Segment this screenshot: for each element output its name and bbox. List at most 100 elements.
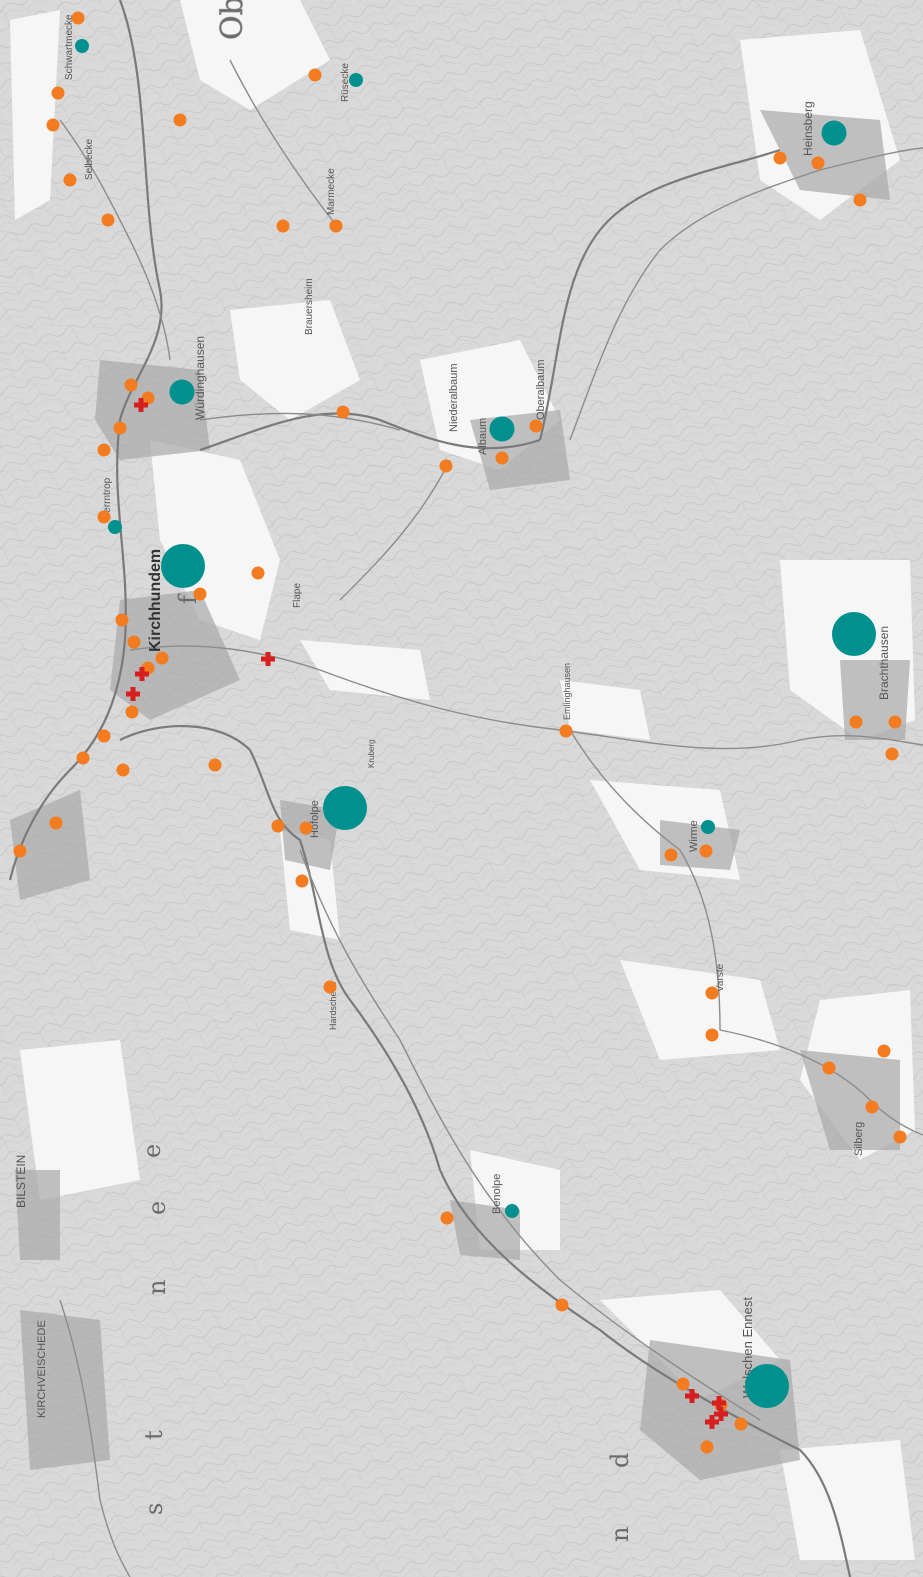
orange-marker[interactable] <box>141 661 155 675</box>
orange-marker[interactable] <box>885 747 899 761</box>
orange-marker[interactable] <box>308 68 322 82</box>
orange-marker[interactable] <box>49 816 63 830</box>
orange-marker[interactable] <box>877 1044 891 1058</box>
orange-marker[interactable] <box>193 587 207 601</box>
red-cross-marker[interactable] <box>705 1415 719 1429</box>
region-letter: n <box>606 1527 634 1542</box>
orange-marker[interactable] <box>125 705 139 719</box>
place-label-herrntrop: Herrntrop <box>102 477 113 520</box>
orange-marker[interactable] <box>822 1061 836 1075</box>
orange-marker[interactable] <box>276 219 290 233</box>
place-label-heinsberg: Heinsberg <box>801 101 815 156</box>
place-label-wurdinghausen: Würdinghausen <box>193 336 207 420</box>
orange-marker[interactable] <box>495 451 509 465</box>
place-label-brachthausen: Brachthausen <box>877 626 891 700</box>
orange-marker[interactable] <box>97 729 111 743</box>
red-cross-marker[interactable] <box>712 1396 726 1410</box>
teal-marker-small[interactable] <box>701 820 715 834</box>
orange-marker[interactable] <box>101 213 115 227</box>
place-label-hardschede: Hardschede <box>328 981 338 1030</box>
orange-marker[interactable] <box>329 219 343 233</box>
place-label-kirchhundem: Kirchhundem <box>147 549 164 652</box>
orange-marker[interactable] <box>115 613 129 627</box>
orange-marker[interactable] <box>559 724 573 738</box>
orange-marker[interactable] <box>295 874 309 888</box>
partial-place-label-top: Obe <box>215 0 250 40</box>
orange-marker[interactable] <box>116 763 130 777</box>
place-label-marmecke: Marmecke <box>326 168 337 215</box>
teal-marker-small[interactable] <box>75 39 89 53</box>
orange-marker[interactable] <box>811 156 825 170</box>
orange-marker[interactable] <box>63 173 77 187</box>
orange-marker[interactable] <box>705 1028 719 1042</box>
orange-marker[interactable] <box>888 715 902 729</box>
orange-marker[interactable] <box>97 510 111 524</box>
red-cross-marker[interactable] <box>261 652 275 666</box>
orange-marker[interactable] <box>113 421 127 435</box>
orange-marker[interactable] <box>664 848 678 862</box>
orange-marker[interactable] <box>555 1298 569 1312</box>
region-letter: t <box>140 1430 168 1440</box>
region-letters: e n e s t d n f <box>138 593 634 1542</box>
orange-marker[interactable] <box>439 459 453 473</box>
teal-marker-medium[interactable] <box>489 416 515 442</box>
orange-marker[interactable] <box>734 1417 748 1431</box>
teal-marker-medium[interactable] <box>821 120 847 146</box>
teal-marker-small[interactable] <box>505 1204 519 1218</box>
orange-marker[interactable] <box>173 113 187 127</box>
orange-marker[interactable] <box>700 1440 714 1454</box>
orange-marker[interactable] <box>893 1130 907 1144</box>
red-cross-marker[interactable] <box>134 398 148 412</box>
orange-marker[interactable] <box>124 378 138 392</box>
place-label-oberalbaum: Oberalbaum <box>535 359 547 420</box>
orange-marker[interactable] <box>71 11 85 25</box>
place-label-rusecke: Rüsecke <box>340 63 351 102</box>
teal-marker-small[interactable] <box>349 73 363 87</box>
orange-marker[interactable] <box>13 844 27 858</box>
orange-marker[interactable] <box>76 751 90 765</box>
teal-marker-small[interactable] <box>108 520 122 534</box>
orange-marker[interactable] <box>141 391 155 405</box>
orange-marker[interactable] <box>773 151 787 165</box>
teal-marker-large[interactable] <box>323 786 367 830</box>
region-letter: e <box>138 1144 166 1158</box>
orange-marker[interactable] <box>699 844 713 858</box>
orange-marker[interactable] <box>676 1377 690 1391</box>
region-letter: s <box>140 1503 168 1515</box>
orange-marker[interactable] <box>127 635 141 649</box>
teal-marker-medium[interactable] <box>169 379 195 405</box>
orange-marker[interactable] <box>271 819 285 833</box>
orange-marker[interactable] <box>440 1211 454 1225</box>
orange-marker[interactable] <box>251 566 265 580</box>
orange-marker[interactable] <box>155 651 169 665</box>
teal-marker-large[interactable] <box>161 544 205 588</box>
red-cross-marker[interactable] <box>685 1389 699 1403</box>
orange-marker[interactable] <box>208 758 222 772</box>
teal-marker-large[interactable] <box>745 1364 789 1408</box>
orange-marker[interactable] <box>865 1100 879 1114</box>
orange-marker[interactable] <box>849 715 863 729</box>
orange-marker-layer <box>13 11 907 1454</box>
place-label-flape: Flape <box>292 583 303 608</box>
orange-marker[interactable] <box>46 118 60 132</box>
orange-marker[interactable] <box>705 986 719 1000</box>
orange-marker[interactable] <box>853 193 867 207</box>
teal-marker-large[interactable] <box>832 612 876 656</box>
red-cross-marker[interactable] <box>135 667 149 681</box>
orange-marker[interactable] <box>323 980 337 994</box>
red-cross-marker[interactable] <box>126 687 140 701</box>
place-label-varste: Varste <box>715 963 726 992</box>
orange-marker[interactable] <box>529 419 543 433</box>
red-cross-marker-layer <box>126 398 728 1429</box>
place-label-albaum: Albaum <box>477 418 489 455</box>
orange-marker[interactable] <box>97 443 111 457</box>
red-cross-marker[interactable] <box>714 1407 728 1421</box>
region-letter: d <box>606 1453 634 1468</box>
region-letter: e <box>143 1201 171 1215</box>
orange-marker[interactable] <box>51 86 65 100</box>
orange-marker[interactable] <box>336 405 350 419</box>
orange-marker[interactable] <box>299 821 313 835</box>
